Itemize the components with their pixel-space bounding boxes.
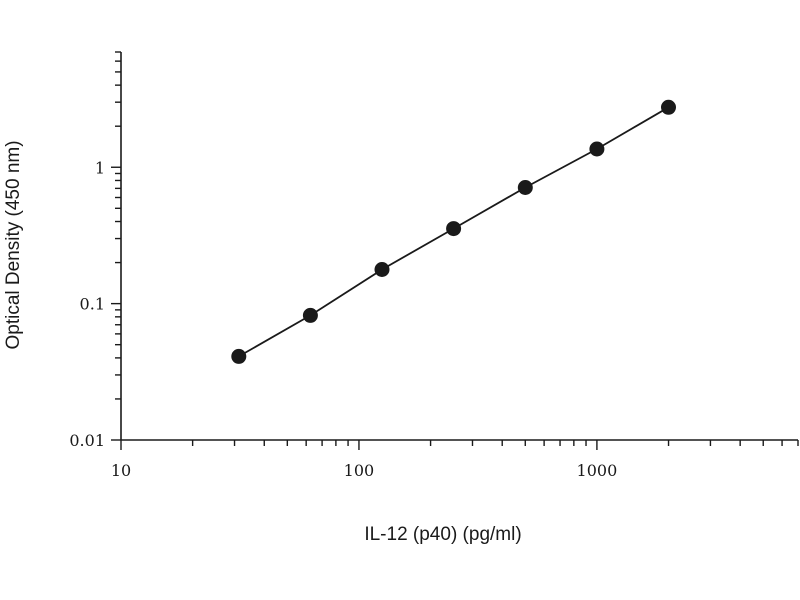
y-axis-title: Optical Density (450 nm) — [3, 140, 24, 349]
x-tick-label: 100 — [344, 461, 375, 480]
y-tick-label: 0.1 — [80, 295, 105, 314]
data-point — [661, 99, 676, 115]
x-axis-title: IL-12 (p40) (pg/ml) — [364, 524, 521, 545]
axes — [120, 52, 798, 441]
data-point — [589, 141, 605, 157]
plot-area — [231, 99, 676, 364]
data-point — [231, 348, 247, 364]
data-point — [446, 221, 462, 237]
x-tick-label: 1000 — [577, 461, 618, 480]
y-tick-label: 1 — [95, 158, 105, 177]
ticks: 10 100 1000 0.01 0.1 1 — [69, 51, 799, 480]
data-point — [302, 307, 318, 323]
y-tick-label: 0.01 — [69, 431, 105, 450]
data-point — [374, 262, 390, 277]
x-tick-label: 10 — [111, 461, 131, 480]
data-point — [517, 180, 533, 195]
